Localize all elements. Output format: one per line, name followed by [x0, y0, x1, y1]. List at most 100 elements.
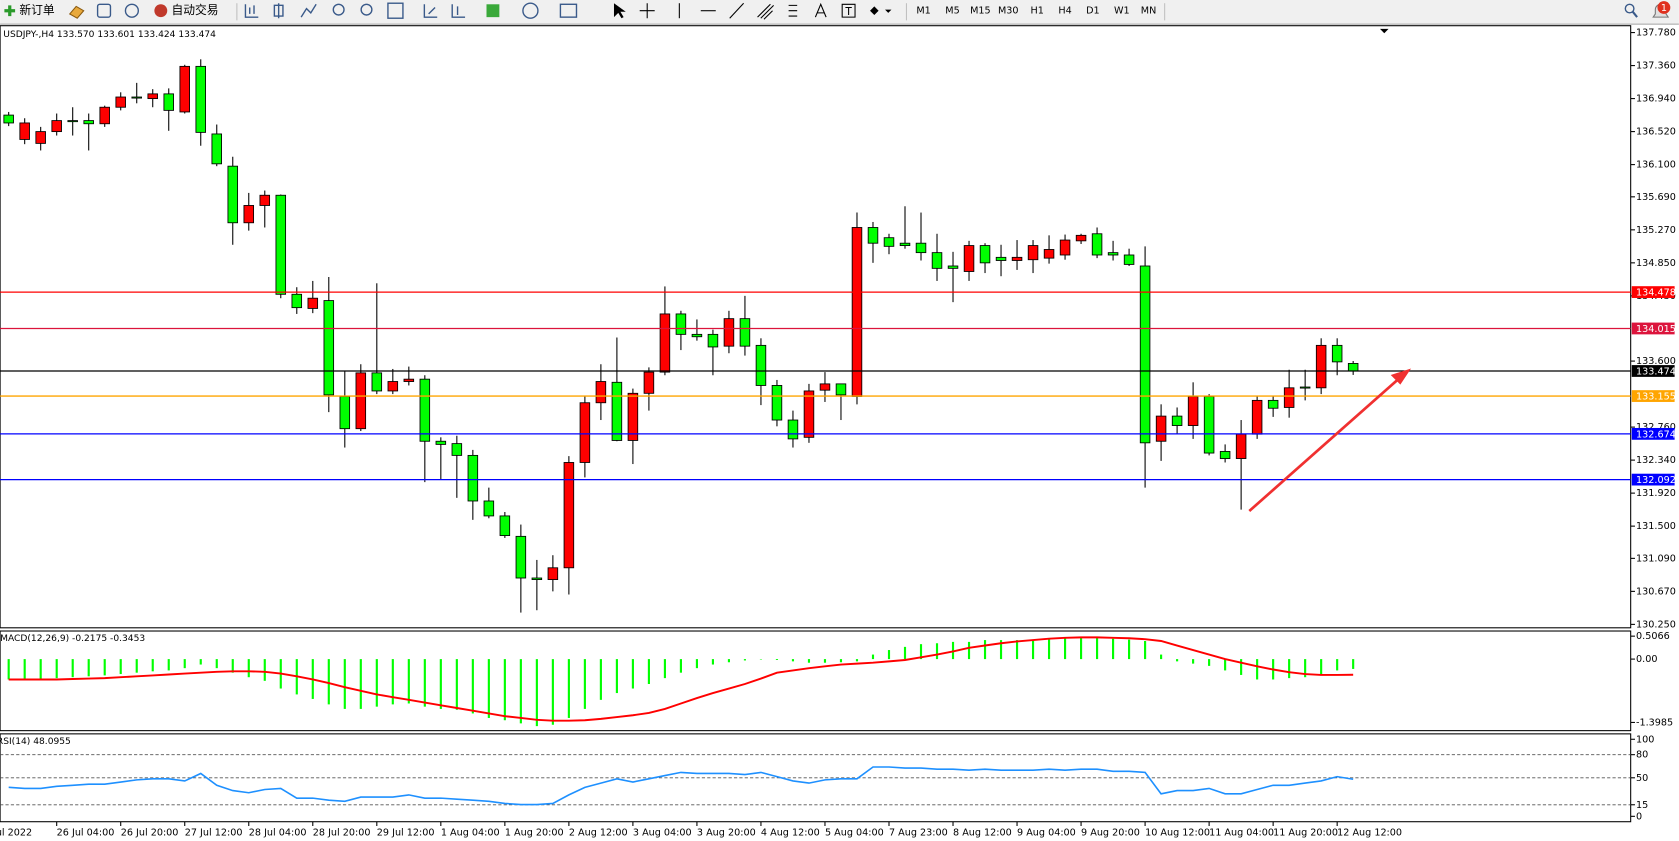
- candle-body: [595, 381, 607, 404]
- candle-body: [579, 402, 591, 463]
- y-tick-label: 135.270: [1636, 225, 1676, 236]
- macd-signal: [8, 636, 1354, 722]
- market-watch-icon[interactable]: [124, 3, 140, 18]
- x-tick-label: 9 Aug 20:00: [1081, 827, 1140, 838]
- text-icon[interactable]: [814, 2, 827, 18]
- candle-body: [211, 133, 223, 165]
- annotation-arrowhead: [1390, 368, 1412, 385]
- new-order-button[interactable]: 新订单: [4, 3, 55, 17]
- annotation-arrow: [1248, 378, 1400, 513]
- macd-title: MACD(12,26,9) -0.2175 -0.3453: [0, 634, 145, 644]
- search-icon[interactable]: [1624, 3, 1635, 14]
- candle-body: [419, 378, 431, 442]
- level-label: 134.478: [1636, 288, 1676, 299]
- level-label-bg: [1631, 473, 1675, 486]
- auto-trading-label[interactable]: 自动交易: [172, 3, 219, 17]
- candle-body: [1187, 396, 1199, 426]
- candle-body: [739, 318, 751, 347]
- candle-body: [563, 462, 575, 569]
- candle-body: [1155, 415, 1167, 442]
- x-tick-label: 7 Aug 23:00: [889, 827, 948, 838]
- y-tick-label: 0.00: [1636, 654, 1657, 665]
- cursor-icon[interactable]: [613, 3, 626, 19]
- y-tick-label: 100: [1636, 734, 1654, 745]
- y-tick-label: 132.760: [1636, 422, 1676, 433]
- x-tick-label: 2 Aug 12:00: [569, 827, 628, 838]
- candle-body: [1235, 433, 1247, 459]
- crosshair-icon[interactable]: [639, 3, 655, 19]
- x-tick-label: 27 Jul 12:00: [185, 827, 243, 838]
- shift-icon[interactable]: [451, 4, 466, 18]
- y-tick-label: 130.250: [1636, 619, 1676, 630]
- scroll-icon[interactable]: [423, 4, 438, 18]
- candle-body: [19, 122, 30, 140]
- notification-badge[interactable]: [1657, 1, 1671, 14]
- candle-body: [819, 383, 831, 391]
- level-label: 132.674: [1636, 429, 1676, 440]
- candle-body: [627, 392, 639, 441]
- timeframe-button[interactable]: M30: [998, 6, 1019, 17]
- level-label: 133.474: [1636, 367, 1676, 378]
- templates-icon[interactable]: [559, 3, 578, 18]
- candle-body: [1219, 451, 1231, 459]
- candle-body: [707, 333, 719, 348]
- level-label-bg: [1631, 365, 1675, 377]
- periods-icon[interactable]: [522, 2, 539, 19]
- candle-body: [67, 120, 78, 123]
- tile-icon[interactable]: [387, 2, 404, 19]
- timeframe-button[interactable]: H4: [1058, 6, 1071, 17]
- candle-body: [547, 567, 559, 581]
- candle-body: [835, 383, 847, 396]
- new-order-label[interactable]: 新订单: [19, 3, 55, 17]
- y-tick-label: 130.670: [1636, 586, 1676, 597]
- y-tick-label: 0: [1636, 811, 1642, 822]
- candle-body: [675, 313, 687, 335]
- candle-body: [467, 454, 479, 502]
- x-start-label: 25 Jul 2022: [0, 827, 32, 838]
- candle-body: [915, 242, 927, 254]
- zoom-out-icon[interactable]: [360, 3, 373, 16]
- candle-body: [803, 390, 815, 438]
- timeframe-button[interactable]: M15: [970, 6, 991, 17]
- navigator-icon[interactable]: [68, 5, 85, 19]
- label-icon[interactable]: [841, 3, 856, 18]
- timeframe-button[interactable]: W1: [1114, 6, 1130, 17]
- candle-body: [1299, 386, 1311, 389]
- candle-body: [259, 194, 271, 206]
- level-label: 134.015: [1636, 324, 1676, 335]
- candle-body: [51, 120, 62, 133]
- bar-chart-icon[interactable]: [244, 4, 259, 18]
- candle-body: [515, 535, 527, 579]
- candle-body: [611, 381, 623, 441]
- x-tick-label: 11 Aug 20:00: [1273, 827, 1338, 838]
- timeframe-button[interactable]: H1: [1030, 6, 1043, 17]
- candle-body: [147, 93, 158, 100]
- candle-body: [1059, 239, 1071, 256]
- candle-body: [787, 419, 799, 440]
- indicators-icon[interactable]: [486, 4, 500, 18]
- arrows-icon[interactable]: [870, 6, 892, 15]
- x-tick-label: 9 Aug 04:00: [1017, 827, 1076, 838]
- zoom-in-icon[interactable]: [332, 3, 345, 16]
- x-tick-label: 4 Aug 12:00: [761, 827, 820, 838]
- channel-icon[interactable]: [757, 3, 774, 20]
- candle-chart-icon[interactable]: [273, 3, 284, 19]
- candle-body: [1315, 344, 1327, 389]
- y-tick-label: 0.5066: [1636, 631, 1670, 642]
- trend-line-icon[interactable]: [729, 2, 745, 19]
- y-tick-label: 131.920: [1636, 488, 1676, 499]
- terminal-icon[interactable]: [96, 3, 112, 18]
- x-tick-label: 26 Jul 04:00: [57, 827, 115, 838]
- fibo-icon[interactable]: [788, 4, 798, 17]
- y-tick-label: 136.940: [1636, 94, 1676, 105]
- timeframe-button[interactable]: M5: [945, 6, 959, 17]
- candle-body: [1171, 415, 1183, 426]
- candle-body: [323, 300, 335, 396]
- line-chart-icon[interactable]: [300, 3, 317, 18]
- timeframe-button[interactable]: MN: [1141, 6, 1157, 17]
- candle-body: [771, 385, 783, 421]
- candle-body: [1267, 399, 1279, 409]
- timeframe-button[interactable]: D1: [1086, 6, 1100, 17]
- auto-trading-button[interactable]: 自动交易: [154, 3, 219, 17]
- timeframe-button[interactable]: M1: [916, 6, 930, 17]
